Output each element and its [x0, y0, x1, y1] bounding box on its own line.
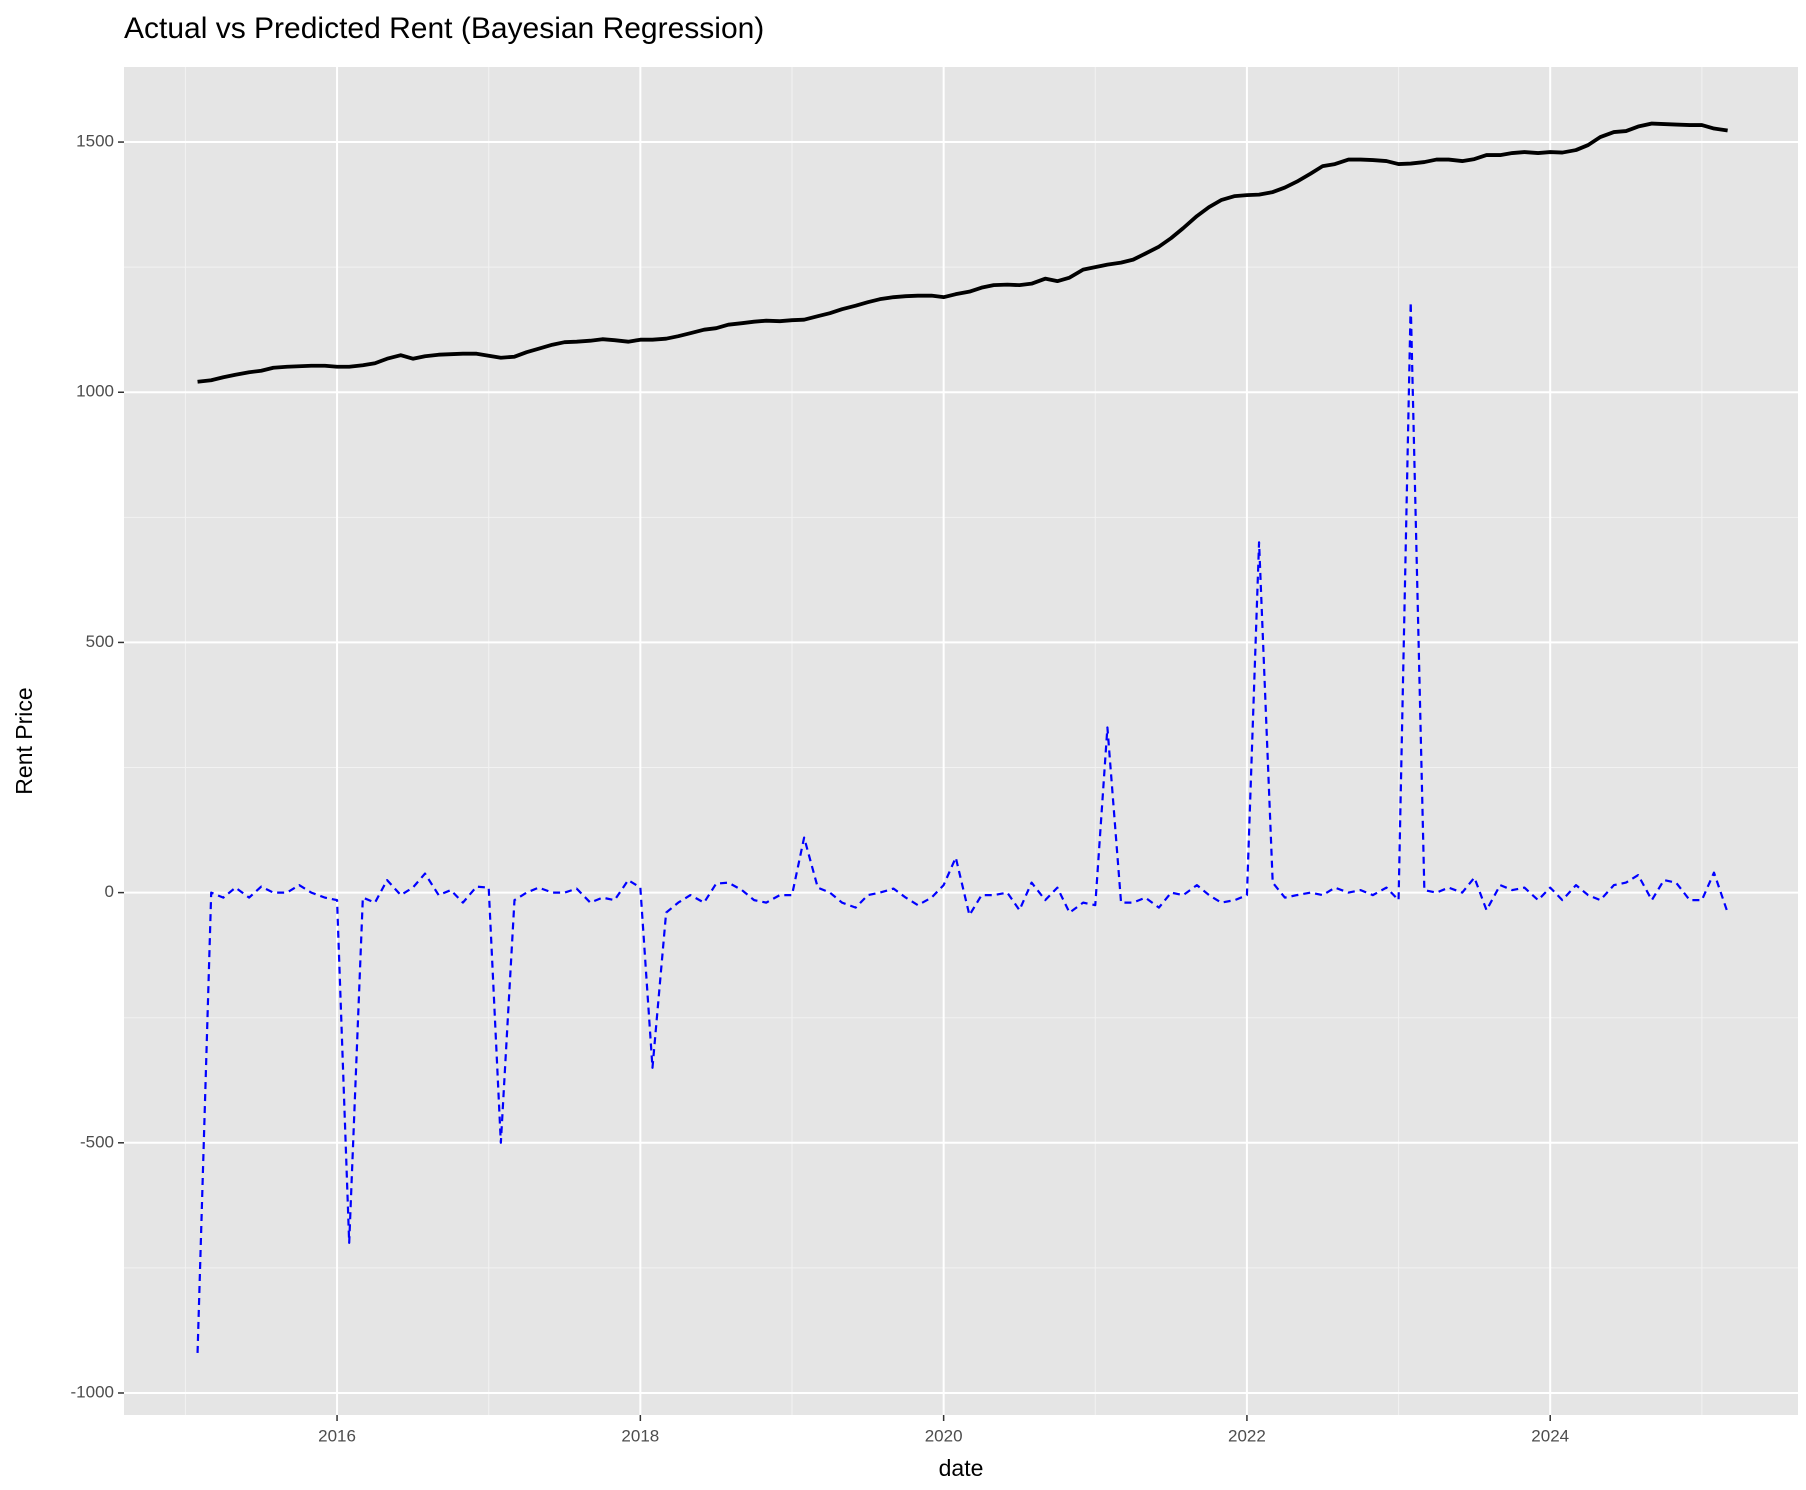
y-tick-label: 0	[105, 882, 114, 901]
x-tick-label: 2016	[318, 1426, 356, 1445]
chart-title: Actual vs Predicted Rent (Bayesian Regre…	[124, 12, 764, 45]
x-axis-title: date	[939, 1455, 984, 1481]
y-tick-label: 500	[86, 632, 114, 651]
x-tick-label: 2020	[925, 1426, 963, 1445]
y-tick-label: -1000	[71, 1382, 114, 1401]
marks	[196, 121, 1729, 1353]
x-tick-label: 2022	[1228, 1426, 1266, 1445]
series-line	[197, 121, 1728, 384]
y-tick-label: 1500	[76, 132, 114, 151]
grid	[124, 67, 1798, 1415]
x-tick-label: 2024	[1531, 1426, 1569, 1445]
y-tick-label: -500	[80, 1132, 114, 1151]
y-axis-title: Rent Price	[11, 687, 37, 794]
panel	[124, 67, 1798, 1415]
series-line	[196, 301, 1729, 1353]
y-tick-label: 1000	[76, 382, 114, 401]
x-tick-label: 2018	[621, 1426, 659, 1445]
